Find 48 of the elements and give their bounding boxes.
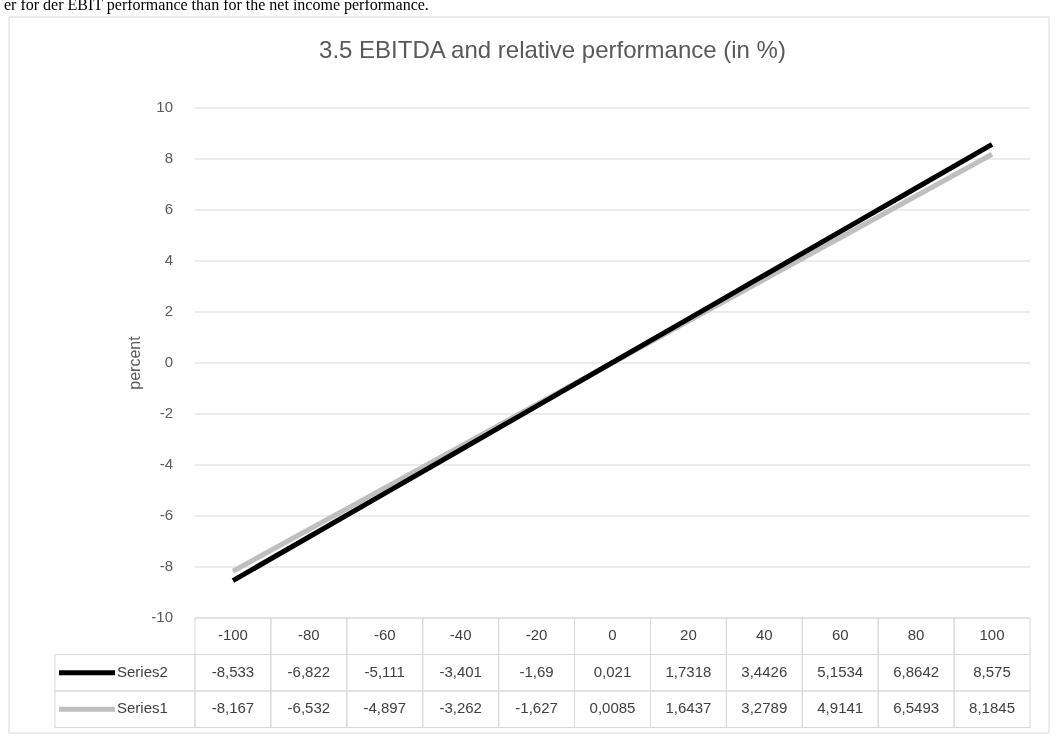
data-label: -6,822 bbox=[287, 662, 331, 680]
data-label: 1,7318 bbox=[665, 662, 712, 680]
data-label: 3,2789 bbox=[741, 699, 788, 717]
data-label: -1,69 bbox=[519, 662, 554, 680]
y-tick-label: 4 bbox=[164, 250, 173, 268]
y-axis-title: percent bbox=[126, 335, 143, 390]
data-label: 6,8642 bbox=[893, 662, 940, 680]
x-tick-label: -100 bbox=[217, 626, 248, 644]
x-tick-label: -60 bbox=[373, 626, 396, 644]
data-label: 8,1845 bbox=[969, 699, 1015, 717]
data-label: -1,627 bbox=[515, 699, 558, 717]
x-tick-label: 0 bbox=[608, 626, 617, 644]
x-tick-label: 40 bbox=[755, 626, 773, 644]
data-label: 8,575 bbox=[973, 662, 1011, 680]
y-tick-label: -10 bbox=[151, 607, 173, 625]
data-label: -3,262 bbox=[439, 699, 482, 717]
y-tick-label: -2 bbox=[159, 403, 173, 421]
data-label: 0,0085 bbox=[589, 699, 636, 717]
x-tick-label: 100 bbox=[979, 626, 1005, 644]
data-label: -6,532 bbox=[287, 699, 331, 717]
y-tick-label: 2 bbox=[164, 301, 173, 319]
data-label: 0,021 bbox=[593, 662, 632, 680]
y-tick-label: 6 bbox=[164, 199, 173, 217]
y-tick-label: -8 bbox=[159, 556, 173, 574]
data-label: 5,1534 bbox=[817, 662, 864, 680]
data-label: 4,9141 bbox=[817, 699, 864, 717]
legend-label: Series1 bbox=[117, 699, 168, 717]
y-tick-label: -6 bbox=[159, 505, 173, 523]
x-tick-label: 60 bbox=[831, 626, 849, 644]
data-label: -8,167 bbox=[211, 699, 255, 717]
x-tick-label: -20 bbox=[525, 626, 548, 644]
data-label: -5,111 bbox=[364, 662, 405, 680]
y-tick-label: 8 bbox=[164, 148, 173, 166]
x-tick-label: 20 bbox=[680, 626, 697, 644]
x-tick-label: -40 bbox=[449, 626, 472, 644]
y-tick-label: 10 bbox=[156, 97, 173, 115]
data-label: -4,897 bbox=[363, 699, 407, 717]
data-label: -8,533 bbox=[211, 662, 255, 680]
y-tick-label: 0 bbox=[164, 352, 173, 370]
data-label: -3,401 bbox=[439, 662, 482, 680]
data-label: 6,5493 bbox=[893, 699, 940, 717]
x-tick-label: 80 bbox=[907, 626, 925, 644]
data-label: 3,4426 bbox=[741, 662, 788, 680]
x-tick-label: -80 bbox=[298, 626, 320, 644]
legend-label: Series2 bbox=[117, 662, 168, 680]
y-tick-label: -4 bbox=[159, 454, 173, 472]
data-label: 1,6437 bbox=[665, 699, 712, 717]
chart-title: 3.5 EBITDA and relative performance (in %) bbox=[319, 36, 786, 63]
